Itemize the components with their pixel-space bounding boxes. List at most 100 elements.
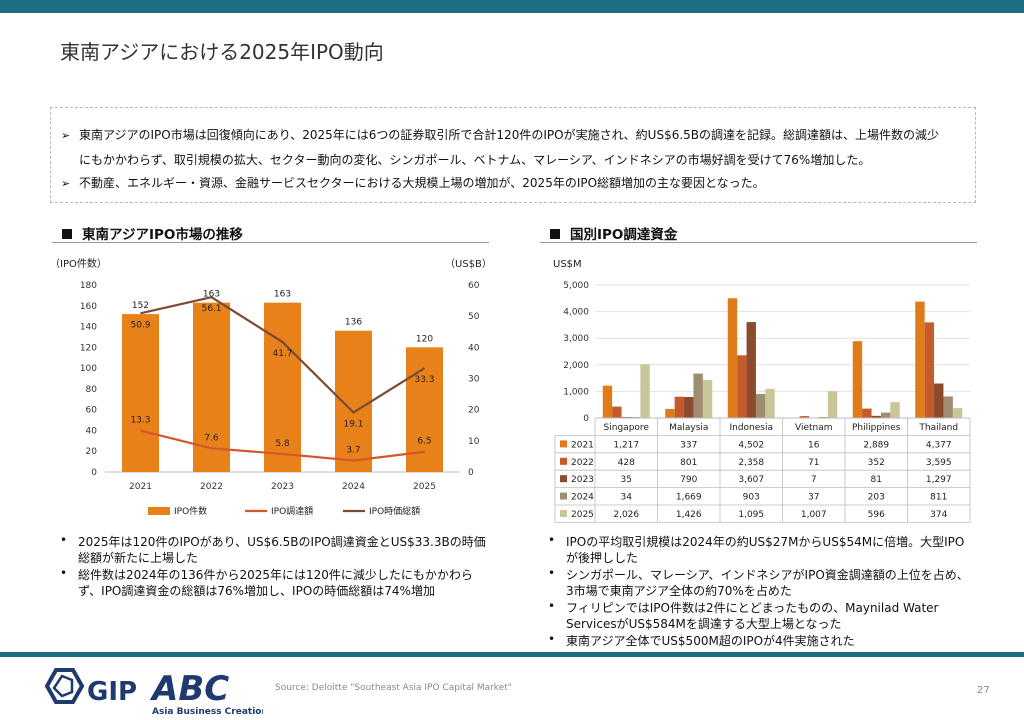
category-label: Philippines bbox=[852, 423, 901, 433]
bar-ipo-count bbox=[406, 347, 443, 472]
bar-indonesia-2021 bbox=[727, 298, 738, 418]
left-bullet-2: • 総件数は2024年の136件から2025年には120件に減少したにもかかわら bbox=[60, 566, 473, 582]
line-data-label: 7.6 bbox=[204, 433, 219, 443]
bar-vietnam-2025 bbox=[827, 391, 838, 418]
bar-indonesia-2022 bbox=[737, 355, 747, 418]
bar-ipo-count bbox=[193, 302, 230, 472]
category-label: Singapore bbox=[604, 423, 650, 433]
legend-swatch bbox=[560, 440, 567, 448]
bullet-text: 2025年は120件のIPOがあり、US$6.5BのIPO調達資金とUS$33.… bbox=[78, 535, 486, 549]
table-cell: 4,502 bbox=[738, 440, 764, 450]
right-bullet-2: • シンガポール、マレーシア、インドネシアがIPO資金調達額の上位を占め、 bbox=[548, 566, 969, 582]
table-cell: 2,358 bbox=[738, 458, 764, 468]
y-left-tick: 120 bbox=[80, 343, 97, 353]
y-left-tick: 60 bbox=[86, 406, 98, 416]
bar-malaysia-2025 bbox=[702, 380, 713, 418]
table-cell: 374 bbox=[930, 510, 947, 520]
ipo-trend-chart: （IPO件数） （US$B） 0 20 40 60 80 100 120 140 160 180 0… bbox=[50, 257, 492, 517]
table-cell: 903 bbox=[743, 493, 760, 503]
left-heading-text: 東南アジアIPO市場の推移 bbox=[82, 227, 243, 243]
line-data-label: 33.3 bbox=[414, 375, 434, 385]
legend-swatch bbox=[560, 475, 567, 483]
table-cell: 71 bbox=[808, 458, 819, 468]
y-right-tick: 10 bbox=[468, 437, 480, 447]
legend-label: IPO件数 bbox=[174, 505, 207, 517]
right-bullet-4: • 東南アジア全体でUS$500M超のIPOが4件実施された bbox=[548, 632, 855, 648]
left-axis-label: （IPO件数） bbox=[50, 257, 107, 270]
y-tick: 3,000 bbox=[563, 334, 589, 344]
summary-text-1: 東南アジアのIPO市場は回復傾向にあり、2025年には6つの証券取引所で合計12… bbox=[79, 128, 940, 142]
table-cell: 3,607 bbox=[738, 475, 764, 485]
y-left-tick: 140 bbox=[80, 323, 97, 333]
bar-malaysia-2023 bbox=[684, 396, 694, 418]
bar-indonesia-2025 bbox=[765, 388, 775, 418]
line-data-label: 41.7 bbox=[272, 349, 292, 359]
summary-line-1: ➢ 東南アジアのIPO市場は回復傾向にあり、2025年には6つの証券取引所で合計1… bbox=[61, 126, 939, 143]
right-bullet-3: • フィリピンではIPO件数は2件にとどまったものの、Maynilad Water bbox=[548, 599, 939, 615]
bar-thailand-2025 bbox=[952, 408, 963, 418]
bar-singapore-2025 bbox=[640, 364, 650, 418]
table-cell: 37 bbox=[808, 493, 819, 503]
bar-philippines-2023 bbox=[871, 415, 881, 418]
table-cell: 7 bbox=[811, 475, 817, 485]
series-year-label: 2022 bbox=[571, 458, 594, 468]
company-logo: GIP ABC Asia Business Creation bbox=[44, 668, 263, 717]
x-tick-label: 2024 bbox=[342, 482, 365, 492]
left-heading-rule bbox=[52, 242, 489, 243]
right-heading-text: 国別IPO調達資金 bbox=[570, 227, 678, 243]
page-title: 東南アジアにおける2025年IPO動向 bbox=[60, 40, 384, 64]
table-cell: 337 bbox=[680, 440, 697, 450]
line-data-label: 3.7 bbox=[346, 445, 360, 455]
y-left-tick: 160 bbox=[80, 302, 97, 312]
bar-data-label: 136 bbox=[345, 318, 362, 328]
bar-malaysia-2021 bbox=[665, 409, 675, 418]
gip-logo-text: GIP bbox=[87, 677, 137, 707]
y-tick: 4,000 bbox=[563, 308, 589, 318]
legend-label: IPO時価総額 bbox=[369, 505, 420, 517]
line-data-label: 5.8 bbox=[275, 439, 290, 449]
table-cell: 1,007 bbox=[801, 510, 827, 520]
line-ipo-proceeds bbox=[140, 429, 425, 462]
category-label: Indonesia bbox=[729, 423, 773, 433]
line-data-label: 13.3 bbox=[130, 416, 150, 426]
bar-ipo-count bbox=[122, 314, 159, 472]
table-cell: 81 bbox=[871, 475, 882, 485]
right-axis-label: （US$B） bbox=[445, 258, 492, 270]
data-table: Singapore Malaysia Indonesia Vietnam Philipp… bbox=[554, 417, 971, 523]
y-left-tick: 0 bbox=[91, 468, 97, 478]
bar-philippines-2021 bbox=[852, 341, 863, 418]
y-left-tick: 180 bbox=[80, 281, 97, 291]
x-tick-label: 2025 bbox=[413, 482, 436, 492]
table-cell: 1,217 bbox=[613, 440, 639, 450]
left-bullet-2-cont: ず、IPO調達資金の総額は76%増加し、IPOの時価総額は74%増加 bbox=[78, 584, 435, 598]
bar-malaysia-2022 bbox=[674, 396, 685, 418]
page-number: 27 bbox=[977, 685, 990, 696]
bullet-text: 東南アジア全体でUS$500M超のIPOが4件実施された bbox=[566, 634, 855, 648]
table-cell: 596 bbox=[868, 510, 885, 520]
country-ipo-chart: US$M 0 1,000 2,000 3,000 4,000 5,000 Singapor… bbox=[553, 259, 971, 523]
series-year-label: 2021 bbox=[571, 440, 594, 450]
bullet-text: 総件数は2024年の136件から2025年には120件に減少したにもかかわら bbox=[78, 568, 473, 582]
y-tick: 2,000 bbox=[563, 361, 589, 371]
table-cell: 2,889 bbox=[863, 440, 889, 450]
x-tick-label: 2023 bbox=[271, 482, 294, 492]
legend-swatch bbox=[148, 507, 170, 515]
top-accent-bar bbox=[0, 0, 1024, 13]
table-cell: 790 bbox=[680, 475, 697, 485]
bullet-text: シンガポール、マレーシア、インドネシアがIPO資金調達額の上位を占め、 bbox=[566, 568, 969, 582]
x-tick-label: 2022 bbox=[200, 482, 223, 492]
line-data-label: 56.1 bbox=[201, 304, 221, 314]
y-right-tick: 20 bbox=[468, 406, 480, 416]
bar-ipo-count bbox=[264, 302, 301, 472]
table-cell: 35 bbox=[621, 475, 632, 485]
source-note: Source: Deloitte "Southeast Asia IPO Cap… bbox=[275, 683, 512, 693]
y-right-tick: 50 bbox=[468, 312, 480, 322]
legend-label: IPO調達額 bbox=[271, 505, 313, 517]
table-cell: 4,377 bbox=[926, 440, 952, 450]
table-cell: 34 bbox=[621, 493, 633, 503]
y-right-tick: 40 bbox=[468, 343, 480, 353]
bullet-text: フィリピンではIPO件数は2件にとどまったものの、Maynilad Water bbox=[566, 601, 939, 615]
y-tick: 1,000 bbox=[563, 387, 589, 397]
table-cell: 1,297 bbox=[926, 475, 952, 485]
right-bullet-1-cont: が後押しした bbox=[566, 551, 639, 565]
